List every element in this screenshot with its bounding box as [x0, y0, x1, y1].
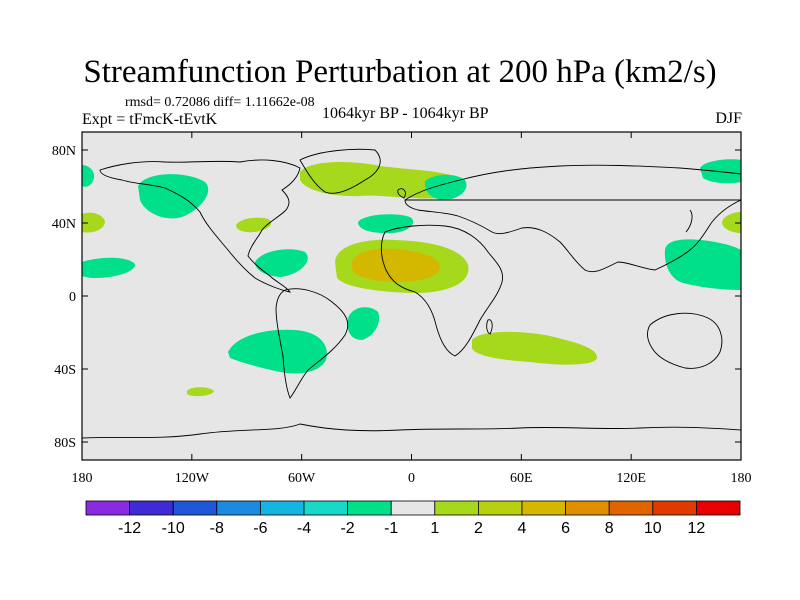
- colorbar-label: -4: [297, 520, 311, 537]
- lon-tick-label: 0: [408, 471, 415, 486]
- lon-tick-label: 120W: [175, 471, 210, 486]
- colorbar-label: 8: [605, 520, 614, 537]
- colorbar-swatch: [347, 500, 392, 516]
- lat-tick-label: 80S: [54, 436, 76, 451]
- coast-north-america: [99, 159, 301, 293]
- anomaly-s-africa-indian: [472, 331, 598, 365]
- colorbar-swatch: [172, 500, 218, 516]
- colorbar-label: -2: [340, 520, 354, 537]
- anomaly-tropical-east-pacific: [82, 257, 136, 278]
- anomaly-arctic-west: [82, 165, 95, 187]
- coast-uk: [397, 188, 406, 199]
- colorbar-swatch: [565, 500, 610, 516]
- experiment-label: Expt = tFmcK-tEvtK: [82, 111, 218, 128]
- colorbar-label: -10: [162, 520, 185, 537]
- period-label: 1064kyr BP - 1064kyr BP: [322, 105, 489, 122]
- lat-axis: 80N 40N 0 40S 80S: [52, 144, 741, 451]
- lon-tick-label: 180: [72, 471, 93, 486]
- plot-title: Streamfunction Perturbation at 200 hPa (…: [83, 54, 717, 90]
- coast-madagascar: [486, 319, 493, 335]
- colorbar-label: 6: [561, 520, 570, 537]
- anomaly-s-atlantic-argentina: [228, 329, 327, 374]
- coast-greenland: [299, 148, 381, 194]
- lon-tick-label: 60E: [510, 471, 533, 486]
- colorbar-label: 12: [688, 520, 706, 537]
- lat-tick-label: 80N: [52, 144, 76, 159]
- anomaly-n-atlantic-greenland: [300, 162, 464, 199]
- colorbar: -12 -10 -8 -6 -4 -2 -1 1 2 4 6 8 10 12: [85, 500, 741, 537]
- coast-antarctica: [82, 423, 741, 439]
- colorbar-swatch: [129, 500, 174, 516]
- anomaly-w-atlantic-40n: [236, 217, 272, 233]
- colorbar-swatch: [477, 500, 523, 516]
- coast-eurasia: [404, 164, 741, 273]
- colorbar-swatch: [216, 500, 261, 516]
- lon-tick-label: 60W: [288, 471, 316, 486]
- colorbar-swatch: [259, 500, 305, 516]
- anomaly-tropical-atlantic-core: [352, 248, 440, 282]
- colorbar-label: -12: [118, 520, 141, 537]
- lon-axis: 180 120W 60W 0 60E 120E 180: [72, 132, 752, 486]
- colorbar-swatch: [390, 500, 436, 516]
- anomaly-w-pacific-tropics: [664, 239, 741, 290]
- colorbar-label: 4: [518, 520, 527, 537]
- colorbar-swatch: [434, 500, 479, 516]
- colorbar-label: -6: [253, 520, 267, 537]
- lon-tick-label: 180: [731, 471, 752, 486]
- stats-line: rmsd= 0.72086 diff= 1.11662e-08: [125, 95, 315, 110]
- colorbar-swatch: [652, 500, 697, 516]
- colorbar-swatch: [608, 500, 654, 516]
- colorbar-label: -1: [384, 520, 398, 537]
- anomaly-field: [82, 159, 741, 397]
- lat-tick-label: 0: [69, 290, 76, 305]
- colorbar-swatch: [85, 500, 130, 516]
- lon-tick-label: 120E: [616, 471, 646, 486]
- colorbar-swatch: [521, 500, 566, 516]
- lat-tick-label: 40S: [54, 363, 76, 378]
- anomaly-mid-atlantic: [358, 214, 414, 234]
- coastlines: [82, 148, 741, 439]
- lat-tick-label: 40N: [52, 217, 76, 232]
- colorbar-swatch: [303, 500, 348, 516]
- coast-africa: [380, 224, 504, 357]
- anomaly-far-east-40n: [82, 212, 105, 233]
- season-label: DJF: [715, 110, 742, 127]
- anomaly-s-atlantic-mid: [347, 307, 380, 340]
- anomaly-far-east-40n-b: [722, 212, 741, 233]
- anomaly-n-pacific: [138, 174, 209, 219]
- anomaly-gulf-mexico: [255, 249, 308, 277]
- anomaly-s-pacific-small: [187, 387, 214, 397]
- colorbar-label: 1: [430, 520, 439, 537]
- coast-japan: [685, 209, 693, 233]
- coast-australia: [647, 312, 723, 369]
- coast-south-america: [275, 288, 349, 399]
- colorbar-label: -8: [210, 520, 224, 537]
- colorbar-label: 10: [644, 520, 662, 537]
- colorbar-swatch: [696, 500, 741, 516]
- colorbar-label: 2: [474, 520, 483, 537]
